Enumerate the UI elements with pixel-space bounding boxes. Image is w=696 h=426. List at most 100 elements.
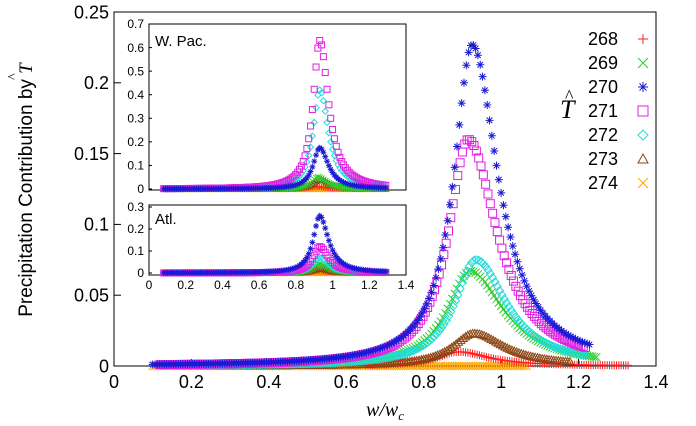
data-point — [442, 345, 452, 355]
data-point — [507, 345, 517, 354]
data-point — [522, 302, 532, 312]
legend-label: 269 — [588, 53, 618, 73]
inset-data-point — [329, 169, 336, 176]
inset-data-point — [325, 129, 333, 137]
data-point — [434, 326, 444, 336]
data-point — [497, 290, 507, 300]
inset-data-point — [327, 180, 335, 188]
data-point — [450, 296, 461, 306]
inset-data-point — [314, 215, 321, 222]
data-point — [566, 332, 575, 341]
legend-marker-269 — [637, 57, 649, 69]
data-point — [404, 347, 414, 357]
data-point — [429, 331, 440, 341]
inset-data-point — [320, 219, 327, 226]
data-point — [399, 349, 410, 359]
data-point — [429, 281, 438, 290]
inset-data-point — [320, 149, 327, 156]
inset-data-point — [324, 231, 331, 238]
data-point — [483, 332, 494, 342]
data-point — [401, 348, 412, 358]
data-point — [437, 347, 448, 357]
data-point — [435, 349, 445, 358]
legend-title: T — [560, 95, 576, 124]
data-point — [479, 330, 489, 340]
data-point — [441, 238, 451, 248]
data-point — [427, 333, 437, 344]
data-point — [473, 51, 482, 60]
data-point — [385, 340, 394, 349]
inset-data-point — [318, 41, 326, 49]
inset-data-point — [319, 97, 328, 105]
inset-data-point — [290, 172, 298, 180]
data-point — [514, 347, 524, 357]
data-point — [532, 314, 542, 324]
inset-data-point — [308, 261, 317, 269]
data-point — [534, 303, 543, 312]
data-point — [413, 343, 424, 353]
inset-data-point — [307, 245, 314, 252]
data-point — [492, 281, 502, 292]
data-point — [480, 86, 489, 95]
data-point — [462, 61, 471, 70]
main-data-marks — [148, 41, 633, 371]
data-point — [439, 319, 449, 330]
data-point — [504, 344, 515, 353]
inset-data-point — [318, 145, 325, 152]
data-point — [539, 336, 549, 347]
legend-label: 272 — [588, 125, 618, 145]
data-point — [476, 161, 486, 171]
inset-data-point — [289, 265, 296, 272]
data-point — [506, 305, 516, 316]
data-point — [436, 323, 447, 333]
data-point — [487, 131, 496, 140]
data-point — [381, 342, 389, 351]
data-point — [406, 346, 417, 357]
inset-data-point — [340, 179, 347, 186]
inset-data-point — [346, 263, 353, 270]
data-point — [411, 319, 420, 328]
inset-data-point — [291, 265, 298, 272]
data-point — [557, 344, 568, 355]
data-point — [493, 338, 503, 347]
y-axis-label: Precipitation Contribution by T ^ — [6, 62, 37, 317]
y-tick-label: 0 — [137, 266, 144, 280]
data-point — [480, 261, 491, 272]
data-point — [457, 99, 466, 108]
data-point — [457, 277, 468, 288]
data-point — [578, 337, 587, 346]
data-point — [531, 299, 540, 308]
data-point — [441, 315, 451, 326]
data-point — [499, 201, 508, 210]
x-tick-label: 0 — [109, 372, 119, 392]
data-point — [432, 329, 442, 339]
inset-data-point — [340, 260, 347, 267]
inset-data-point — [307, 168, 314, 175]
data-point — [576, 336, 585, 345]
inset-data-point — [334, 160, 342, 169]
data-point — [448, 182, 457, 191]
data-point — [453, 171, 463, 181]
data-point — [571, 334, 580, 343]
inset-data-point — [327, 138, 335, 146]
data-point — [508, 309, 519, 319]
inset-wpac-frame — [148, 23, 407, 191]
inset-data-point — [341, 164, 349, 172]
x-tick-label: 0.6 — [334, 372, 359, 392]
inset-data-point — [293, 174, 302, 182]
data-point — [499, 294, 509, 304]
inset-data-point — [331, 250, 338, 257]
data-point — [592, 352, 601, 362]
legend-marker-271 — [637, 105, 649, 117]
inset-data-point — [344, 180, 351, 187]
x-tick-label: 0.2 — [177, 278, 194, 292]
legend-marker-270 — [638, 82, 648, 92]
data-point — [497, 188, 506, 197]
legend-item-273: 273 — [588, 149, 649, 169]
data-point — [562, 329, 571, 338]
inset-data-point — [316, 253, 324, 262]
series-270 — [148, 41, 594, 369]
inset-data-point — [303, 144, 311, 152]
inset-data-point — [307, 122, 315, 130]
inset-data-point — [296, 180, 303, 187]
